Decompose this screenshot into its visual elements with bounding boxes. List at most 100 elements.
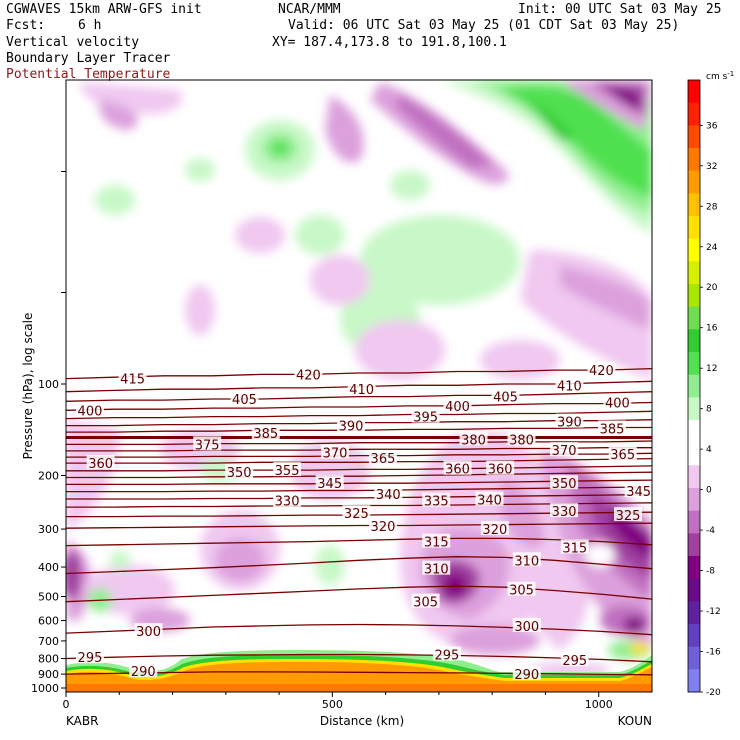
theta-label-bg [347, 381, 376, 396]
colorbar-swatch [688, 306, 700, 330]
theta-contour-295 [66, 653, 652, 663]
theta-label: 345 [317, 477, 342, 492]
colorbar-swatch [688, 420, 700, 444]
theta-label: 295 [78, 651, 103, 666]
theta-label-bg [294, 366, 323, 381]
colorbar-swatch [688, 170, 700, 194]
colorbar-swatch [688, 510, 700, 534]
colorbar-swatch [688, 578, 700, 602]
theta-contour-335 [66, 493, 652, 500]
theta-label: 335 [424, 495, 449, 510]
colorbar-swatch [688, 374, 700, 398]
theta-label: 325 [616, 509, 641, 524]
cross-section-xy: XY= 187.4,173.8 to 191.8,100.1 [272, 35, 507, 50]
theta-label-bg [624, 483, 653, 498]
field-potential-temperature: Potential Temperature [6, 67, 171, 82]
colorbar-swatch [688, 261, 700, 285]
colorbar-swatch [688, 397, 700, 421]
colorbar-swatch [688, 646, 700, 670]
theta-label-bg [587, 362, 616, 377]
theta-label-bg [129, 663, 158, 678]
colorbar-swatch [688, 601, 700, 625]
y-tick-label: 400 [38, 561, 59, 574]
theta-label: 295 [434, 649, 459, 664]
theta-label: 410 [349, 383, 374, 398]
theta-label: 350 [552, 477, 577, 492]
colorbar-swatch [688, 442, 700, 466]
theta-label: 360 [88, 457, 113, 472]
theta-label: 385 [253, 427, 278, 442]
theta-label-bg [443, 460, 472, 475]
theta-label: 400 [605, 396, 630, 411]
x-tick-label: 0 [63, 698, 70, 711]
theta-label: 365 [610, 448, 635, 463]
theta-label-bg [459, 431, 488, 446]
theta-label: 400 [78, 404, 103, 419]
theta-contour-405 [66, 391, 652, 402]
theta-label-bg [193, 436, 222, 451]
theta-label: 290 [514, 668, 539, 683]
theta-label: 405 [232, 393, 257, 408]
theta-label-bg [555, 413, 584, 428]
y-tick-label: 600 [38, 615, 59, 628]
theta-contour-395 [66, 410, 652, 420]
colorbar-label: 12 [706, 364, 717, 374]
theta-contour-375 [66, 440, 652, 446]
theta-label-bg [432, 646, 461, 661]
colorbar-label: 28 [706, 202, 718, 212]
theta-label-bg [480, 521, 509, 536]
theta-label: 340 [376, 488, 401, 503]
y-tick-label: 700 [38, 635, 59, 648]
theta-label-bg [486, 460, 515, 475]
colorbar-swatch [688, 533, 700, 557]
colorbar-swatch [688, 216, 700, 240]
colorbar-swatch [688, 624, 700, 648]
theta-label-bg [443, 397, 472, 412]
left-station: KABR [66, 714, 98, 728]
theta-label: 305 [509, 584, 534, 599]
y-tick-label: 300 [38, 523, 59, 536]
theta-label: 345 [626, 485, 651, 500]
theta-label: 360 [445, 463, 470, 478]
colorbar-label: 4 [706, 445, 712, 455]
theta-label-bg [273, 492, 302, 507]
theta-label-bg [608, 446, 637, 461]
theta-label-bg [337, 417, 366, 432]
theta-label: 370 [323, 446, 348, 461]
theta-label: 375 [195, 438, 220, 453]
theta-label: 405 [493, 391, 518, 406]
colorbar-label: -20 [706, 688, 721, 698]
theta-label-bg [86, 455, 115, 470]
theta-label: 370 [552, 444, 577, 459]
colorbar-swatch [688, 329, 700, 353]
theta-label-bg [230, 390, 259, 405]
theta-label: 415 [120, 373, 145, 388]
valid-time: Valid: 06 UTC Sat 03 May 25 (01 CDT Sat … [288, 18, 680, 33]
theta-label-bg [598, 420, 627, 435]
theta-label-bg [512, 552, 541, 567]
colorbar-swatch [688, 102, 700, 126]
theta-contour-310 [66, 556, 652, 575]
field-vertical-velocity: Vertical velocity [6, 35, 140, 50]
theta-label: 400 [445, 400, 470, 415]
theta-label-bg [560, 539, 589, 554]
colorbar-swatch [688, 148, 700, 172]
theta-label: 350 [227, 466, 252, 481]
theta-label: 325 [344, 507, 369, 522]
theta-label-bg [555, 377, 584, 392]
colorbar-label: -12 [706, 607, 721, 617]
theta-label-bg [411, 408, 440, 423]
theta-label: 395 [413, 411, 438, 426]
colorbar-label: 32 [706, 162, 717, 172]
colorbar-label: 20 [706, 283, 718, 293]
theta-label-bg [491, 388, 520, 403]
theta-label-bg [422, 560, 451, 575]
theta-label: 330 [552, 505, 577, 520]
theta-label-bg [512, 617, 541, 632]
theta-label: 380 [509, 433, 534, 448]
y-tick-label: 900 [38, 668, 59, 681]
y-tick-label: 1000 [31, 682, 59, 695]
vertical-velocity-shading [66, 80, 652, 692]
y-tick-label: 800 [38, 653, 59, 666]
